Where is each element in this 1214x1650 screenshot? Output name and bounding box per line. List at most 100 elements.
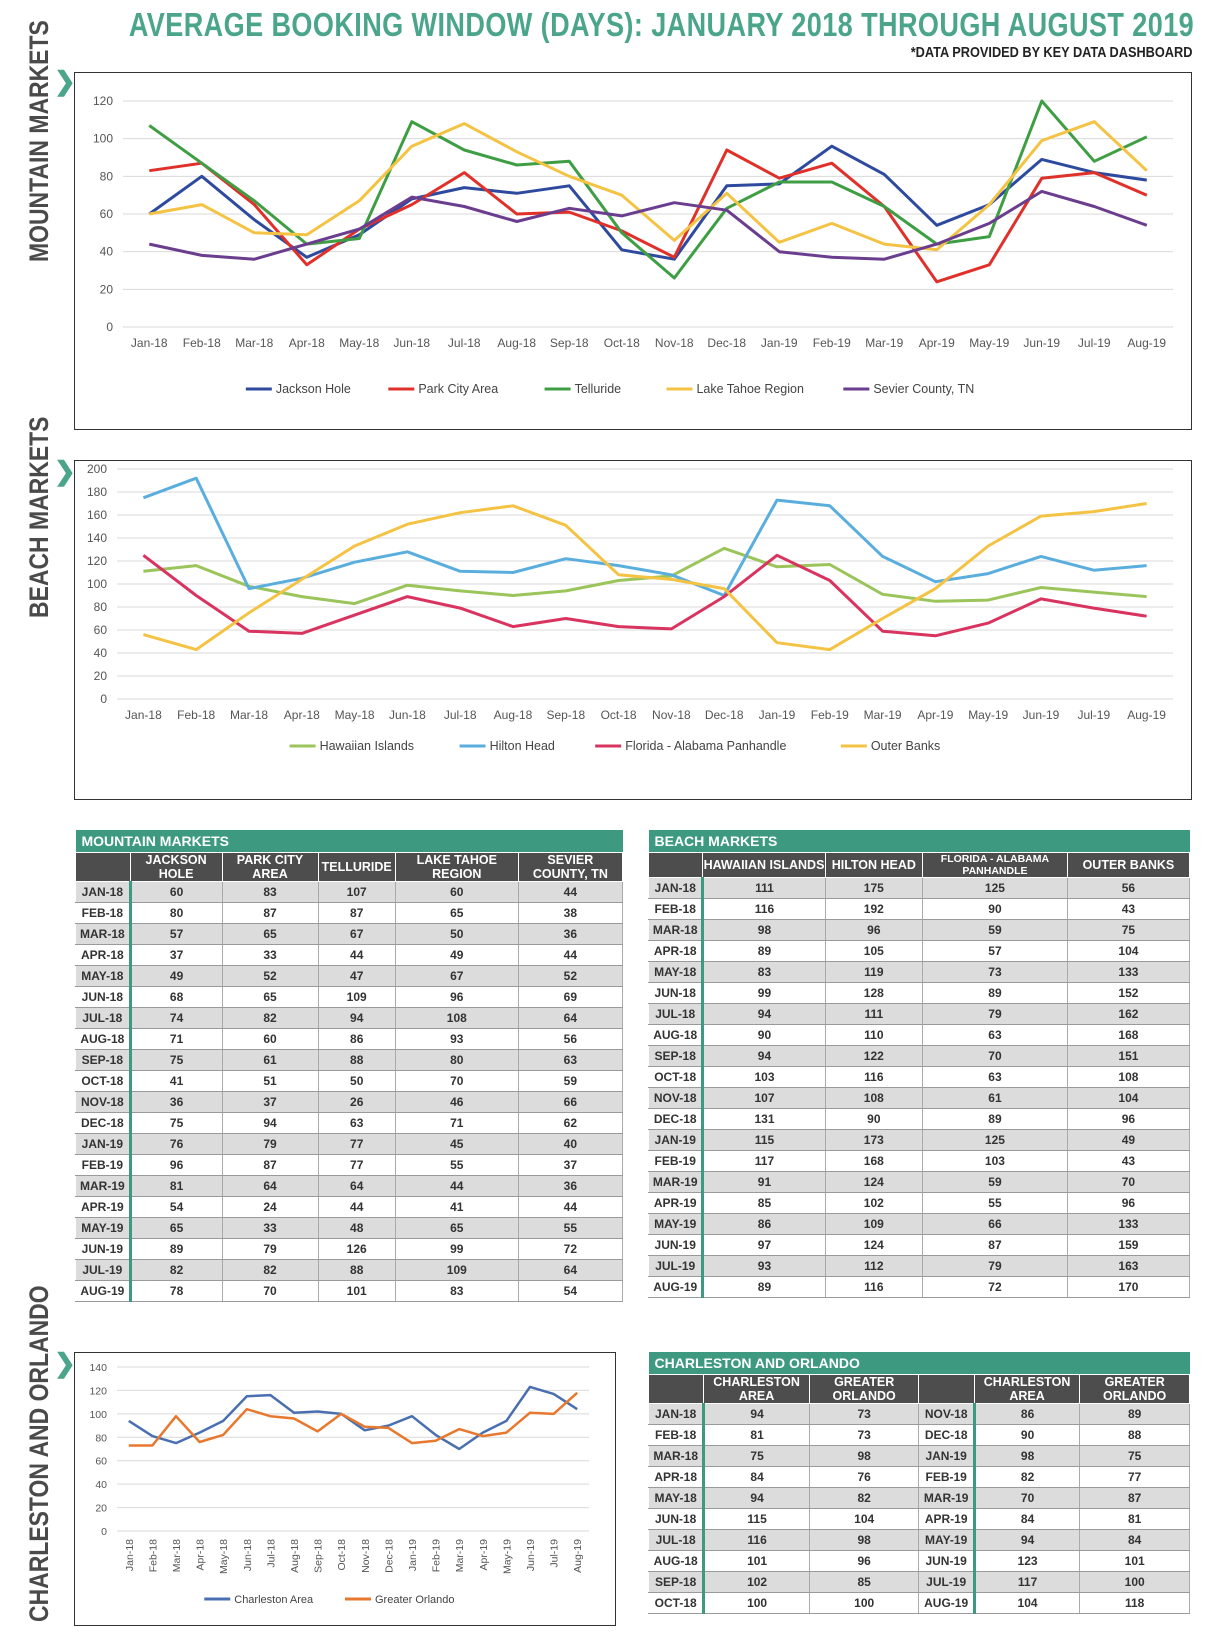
y-tick-label: 140 <box>89 1362 107 1374</box>
table-row: JUN-19 89 79 126 99 72 <box>75 1238 624 1260</box>
row-label: MAR-19 <box>918 1487 976 1509</box>
x-tick-label: Jan-19 <box>761 336 798 350</box>
x-tick-label: Oct-18 <box>601 708 637 722</box>
row-label: MAR-19 <box>75 1175 132 1197</box>
legend-label: Greater Orlando <box>375 1594 454 1606</box>
table-row: JUN-18 115 104 APR-19 84 81 <box>647 1508 1190 1530</box>
legend-label: Sevier County, TN <box>873 382 974 396</box>
table-cell: 59 <box>517 1070 624 1092</box>
table-cell: 94 <box>702 1045 826 1067</box>
table-cell: 65 <box>221 986 319 1008</box>
table-cell: 71 <box>129 1028 223 1050</box>
table-cell: 86 <box>317 1028 396 1050</box>
x-tick-label: Jan-18 <box>131 336 168 350</box>
table-cell: 93 <box>702 1255 826 1277</box>
x-tick-label: Jan-19 <box>407 1539 419 1571</box>
table-row: JAN-19 76 79 77 45 40 <box>75 1133 624 1155</box>
column-header: GREATER ORLANDO <box>808 1374 920 1404</box>
table-cell: 70 <box>221 1280 319 1302</box>
table-cell: 41 <box>394 1196 519 1218</box>
table-cell: 81 <box>703 1424 810 1446</box>
table-cell: 96 <box>1066 1192 1191 1214</box>
table-cell: 90 <box>922 898 1068 920</box>
table-cell: 73 <box>808 1424 920 1446</box>
table-cell: 45 <box>394 1133 519 1155</box>
row-label: AUG-18 <box>647 1024 705 1046</box>
table-cell: 72 <box>517 1238 624 1260</box>
table-row: SEP-18 75 61 88 80 63 <box>75 1049 624 1071</box>
x-tick-label: Sep-18 <box>546 708 585 722</box>
table-cell: 94 <box>703 1487 810 1509</box>
row-label: MAY-19 <box>647 1213 705 1235</box>
table-cell: 75 <box>129 1049 223 1071</box>
table-cell: 52 <box>517 965 624 987</box>
x-tick-label: Feb-18 <box>147 1539 159 1572</box>
row-label: MAY-19 <box>75 1217 132 1239</box>
x-tick-label: Mar-18 <box>235 336 273 350</box>
row-label: NOV-18 <box>647 1087 705 1109</box>
table-cell: 80 <box>394 1049 519 1071</box>
y-tick-label: 0 <box>106 320 113 334</box>
table-cell: 43 <box>1066 1150 1191 1172</box>
x-tick-label: Aug-19 <box>572 1539 584 1573</box>
x-tick-label: Sep-18 <box>550 336 589 350</box>
table-cell: 57 <box>129 923 223 945</box>
table-cell: 50 <box>317 1070 396 1092</box>
table-cell: 175 <box>824 877 924 899</box>
x-tick-label: Jul-18 <box>448 336 481 350</box>
table-cell: 89 <box>1079 1403 1190 1425</box>
row-label: DEC-18 <box>75 1112 132 1134</box>
table-cell: 104 <box>973 1592 1081 1614</box>
table-cell: 55 <box>922 1192 1068 1214</box>
row-label: AUG-18 <box>647 1550 706 1572</box>
charleston-orlando-table: CHARLESTON AND ORLANDO CHARLESTON AREA GR… <box>647 1352 1190 1614</box>
table-row: SEP-18 102 85 JUL-19 117 100 <box>647 1571 1190 1593</box>
table-cell: 111 <box>702 877 826 899</box>
table-cell: 44 <box>394 1175 519 1197</box>
table-cell: 54 <box>517 1280 624 1302</box>
x-tick-label: Jun-18 <box>389 708 426 722</box>
table-cell: 94 <box>703 1403 810 1425</box>
y-tick-label: 60 <box>100 207 114 221</box>
table-cell: 118 <box>1079 1592 1190 1614</box>
table-cell: 43 <box>1066 898 1191 920</box>
table-cell: 70 <box>922 1045 1068 1067</box>
table-cell: 44 <box>517 881 624 903</box>
chevron-right-icon: ❯ <box>54 66 76 96</box>
x-tick-label: Oct-18 <box>604 336 640 350</box>
chevron-right-icon: ❯ <box>54 1348 76 1378</box>
row-label: AUG-18 <box>75 1028 132 1050</box>
table-cell: 89 <box>702 1276 826 1298</box>
x-tick-label: Aug-18 <box>494 708 533 722</box>
table-row: AUG-19 78 70 101 83 54 <box>75 1280 624 1302</box>
table-cell: 89 <box>702 940 826 962</box>
table-row: APR-18 84 76 FEB-19 82 77 <box>647 1466 1190 1488</box>
table-row: AUG-18 71 60 86 93 56 <box>75 1028 624 1050</box>
row-label: JAN-18 <box>75 881 132 903</box>
table-cell: 163 <box>1066 1255 1191 1277</box>
table-cell: 81 <box>129 1175 223 1197</box>
x-tick-label: Apr-19 <box>478 1539 490 1571</box>
x-tick-label: Nov-18 <box>360 1539 372 1573</box>
y-tick-label: 160 <box>87 508 107 522</box>
table-cell: 192 <box>824 898 924 920</box>
legend-label: Jackson Hole <box>276 382 351 396</box>
table-cell: 52 <box>221 965 319 987</box>
table-row: DEC-18 75 94 63 71 62 <box>75 1112 624 1134</box>
row-label: DEC-18 <box>647 1108 705 1130</box>
table-cell: 100 <box>808 1592 920 1614</box>
table-cell: 116 <box>702 898 826 920</box>
table-cell: 36 <box>517 923 624 945</box>
table-cell: 115 <box>702 1129 826 1151</box>
x-tick-label: May-19 <box>968 708 1008 722</box>
table-cell: 87 <box>221 1154 319 1176</box>
mountain-chart: 0 20 40 60 80 100 120 Jan-18 Feb-18 Mar-18 Apr-18 M… <box>74 72 1192 430</box>
table-row: JAN-18 94 73 NOV-18 86 89 <box>647 1403 1190 1425</box>
series-line <box>149 120 1148 252</box>
table-cell: 173 <box>824 1129 924 1151</box>
table-cell: 55 <box>394 1154 519 1176</box>
table-cell: 85 <box>808 1571 920 1593</box>
row-label: FEB-19 <box>647 1150 705 1172</box>
table-cell: 79 <box>221 1238 319 1260</box>
table-row: AUG-19 89 116 72 170 <box>647 1276 1191 1298</box>
